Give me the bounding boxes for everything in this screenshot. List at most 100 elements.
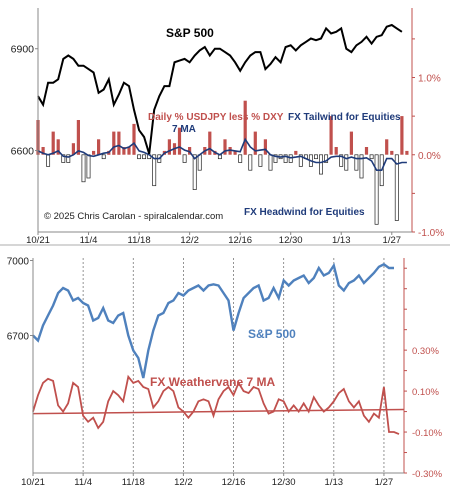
top-x-tick-label: 1/13 [332, 235, 351, 246]
bottom-x-tick-label: 11/18 [122, 477, 145, 488]
top-right-tick-label: 1.0% [418, 74, 441, 85]
bottom-chart-panel: 6700 7000 0.30% 0.10% -0.10% -0.30% 10/21 11/… [7, 257, 443, 489]
daily-bar [390, 150, 394, 155]
bottom-x-tick-label: 12/16 [222, 477, 246, 488]
top-left-tick-label: 6600 [11, 146, 35, 158]
daily-bar [339, 154, 344, 167]
bottom-gridlines [82, 258, 385, 473]
ma7-line [37, 137, 407, 171]
daily-bar [298, 154, 303, 167]
daily-bar [86, 154, 91, 179]
daily-bar [359, 154, 364, 179]
bottom-x-tick-label: 12/2 [174, 477, 193, 488]
fx-weathervane-label: FX Weathervane 7 MA [150, 375, 275, 389]
fx-trend-line [32, 408, 405, 415]
daily-bar [385, 139, 389, 155]
bottom-right-ticks: 0.30% 0.10% -0.10% -0.30% [404, 267, 443, 480]
daily-bar [253, 131, 257, 155]
daily-bar [243, 100, 247, 155]
daily-bar [127, 147, 131, 155]
daily-bar [76, 120, 80, 155]
headwind-label: FX Headwind for Equities [244, 207, 365, 218]
daily-bar [364, 147, 369, 155]
sp500-label-top: S&P 500 [166, 26, 214, 40]
daily-bar [142, 154, 147, 160]
sp500-line-top [37, 23, 403, 155]
daily-bar [192, 154, 197, 190]
daily-bar [319, 154, 323, 175]
daily-bars-group [36, 100, 409, 225]
daily-bar [61, 154, 66, 163]
top-left-ticks: 6600 6900 [11, 44, 38, 158]
daily-bar [283, 154, 288, 163]
daily-bar [288, 154, 293, 163]
sp500-line-bottom [32, 262, 394, 379]
daily-bar [238, 154, 243, 163]
daily-bar [208, 131, 212, 155]
top-right-ticks: 1.0% 0.0% -1.0% [412, 38, 444, 239]
daily-bar [137, 154, 142, 160]
daily-bar [344, 154, 349, 171]
bottom-right-tick-label: -0.10% [412, 428, 443, 439]
bottom-x-tick-label: 12/30 [272, 477, 296, 488]
bottom-left-tick-label: 7000 [7, 257, 30, 268]
daily-bar [369, 154, 374, 160]
sp500-label-bottom: S&P 500 [248, 327, 296, 341]
daily-bar [273, 154, 278, 163]
bottom-x-tick-label: 10/21 [21, 477, 45, 488]
top-x-ticks: 10/21 11/4 11/18 12/2 12/16 12/30 1/13 1/27 [26, 232, 401, 246]
daily-bar [188, 147, 192, 155]
daily-bar [81, 154, 86, 183]
bottom-left-ticks: 6700 7000 [7, 257, 33, 343]
daily-bar [182, 154, 187, 163]
top-right-tick-label: -1.0% [418, 228, 444, 239]
daily-bar [117, 131, 121, 155]
daily-bar [329, 116, 333, 155]
daily-bar [132, 123, 136, 155]
daily-bar [400, 116, 404, 155]
bottom-right-tick-label: 0.30% [412, 346, 439, 357]
daily-bar [394, 154, 399, 221]
daily-bar [354, 154, 359, 171]
daily-bar [41, 147, 45, 155]
top-right-tick-label: 0.0% [418, 151, 441, 162]
bottom-x-tick-label: 11/4 [74, 477, 92, 488]
daily-bar [51, 131, 55, 155]
tailwind-label: FX Tailwind for Equities [288, 112, 401, 123]
top-left-tick-label: 6900 [11, 44, 35, 56]
daily-bar [122, 147, 126, 155]
daily-bar [334, 147, 338, 155]
top-x-tick-label: 12/2 [180, 235, 199, 246]
top-chart-panel: 6600 6900 1.0% 0.0% -1.0% 10/21 11/4 11/18 12/… [11, 8, 444, 246]
daily-bar [248, 154, 253, 171]
daily-bar [258, 154, 263, 167]
daily-bar [71, 143, 75, 155]
daily-bar [56, 139, 60, 155]
top-x-tick-label: 11/4 [80, 235, 98, 246]
daily-bar [223, 139, 227, 155]
daily-bar [349, 131, 353, 155]
copyright-text: © 2025 Chris Carolan - spiralcalendar.co… [44, 211, 223, 222]
daily-bar [112, 131, 116, 155]
daily-bar [263, 139, 267, 155]
daily-bar [314, 154, 318, 160]
bottom-left-tick-label: 6700 [7, 332, 30, 343]
top-x-tick-label: 11/18 [128, 235, 151, 246]
daily-bar [268, 154, 273, 171]
top-x-tick-label: 12/30 [279, 235, 303, 246]
daily-bar [167, 139, 171, 155]
top-x-tick-label: 10/21 [26, 235, 50, 246]
top-x-tick-label: 1/27 [383, 235, 402, 246]
daily-bar [177, 127, 182, 155]
ma-label: 7 MA [172, 124, 196, 135]
daily-bar [197, 154, 202, 171]
daily-label: Daily % USDJPY less % DXY [148, 112, 284, 123]
fx-weathervane-line [32, 374, 400, 435]
daily-bar [233, 150, 237, 155]
top-x-tick-label: 12/16 [228, 235, 252, 246]
daily-bar [405, 150, 409, 155]
bottom-right-tick-label: -0.30% [412, 469, 443, 480]
daily-bar [374, 154, 379, 225]
daily-bar [66, 154, 71, 163]
bottom-x-tick-label: 1/13 [325, 477, 344, 488]
